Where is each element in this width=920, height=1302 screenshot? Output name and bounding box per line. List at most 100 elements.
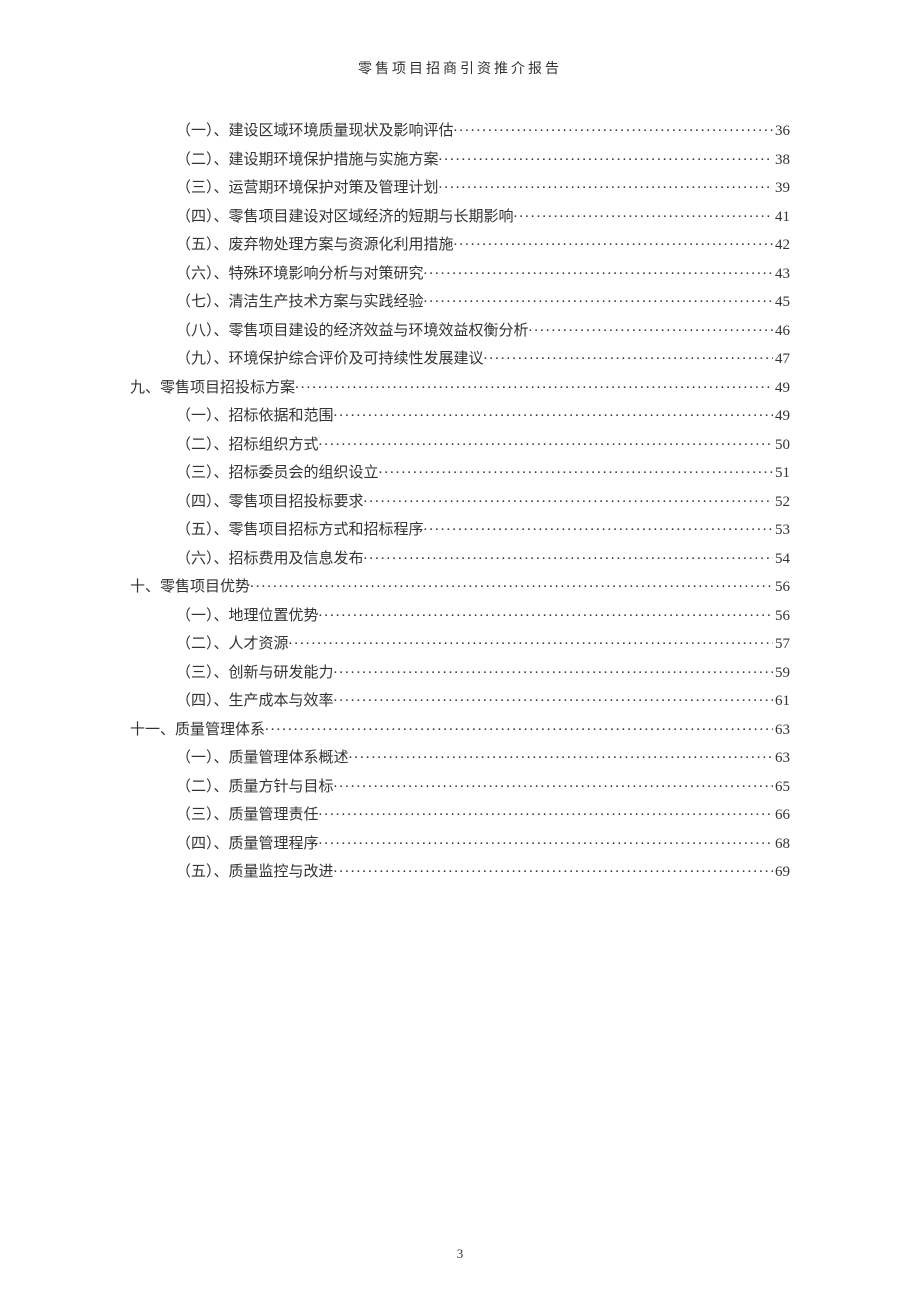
toc-leader-dots <box>364 491 773 506</box>
toc-entry-pagenum: 63 <box>773 723 790 738</box>
toc-entry: （四）、质量管理程序 68 <box>130 833 790 852</box>
toc-leader-dots <box>319 833 773 848</box>
toc-leader-dots <box>424 519 773 534</box>
toc-entry-label: （一）、建设区域环境质量现状及影响评估 <box>176 124 454 139</box>
toc-entry: （三）、创新与研发能力 59 <box>130 662 790 681</box>
toc-entry-label: （一）、招标依据和范围 <box>176 409 334 424</box>
toc-entry: （二）、人才资源 57 <box>130 633 790 652</box>
toc-entry-pagenum: 53 <box>773 523 790 538</box>
toc-entry-label: （三）、运营期环境保护对策及管理计划 <box>176 181 439 196</box>
toc-leader-dots <box>334 662 773 677</box>
toc-leader-dots <box>424 291 773 306</box>
toc-entry: （二）、招标组织方式 50 <box>130 434 790 453</box>
toc-entry-label: 十一、质量管理体系 <box>130 723 265 738</box>
toc-entry-label: （二）、质量方针与目标 <box>176 780 334 795</box>
toc-entry-pagenum: 47 <box>773 352 790 367</box>
toc-entry-pagenum: 51 <box>773 466 790 481</box>
toc-entry: 十、零售项目优势56 <box>130 576 790 595</box>
toc-entry-label: （二）、人才资源 <box>176 637 289 652</box>
toc-entry-label: （八）、零售项目建设的经济效益与环境效益权衡分析 <box>176 324 529 339</box>
toc-entry-pagenum: 46 <box>773 324 790 339</box>
toc-entry-label: （六）、招标费用及信息发布 <box>176 552 364 567</box>
toc-entry-label: 十、零售项目优势 <box>130 580 250 595</box>
page-number: 3 <box>0 1246 920 1262</box>
toc-entry-pagenum: 49 <box>773 409 790 424</box>
toc-entry-label: （七）、清洁生产技术方案与实践经验 <box>176 295 424 310</box>
toc-entry: （三）、质量管理责任 66 <box>130 804 790 823</box>
toc-leader-dots <box>484 348 773 363</box>
toc-leader-dots <box>529 320 773 335</box>
toc-entry-label: （六）、特殊环境影响分析与对策研究 <box>176 267 424 282</box>
toc-entry: （三）、运营期环境保护对策及管理计划39 <box>130 177 790 196</box>
toc-entry-label: （九）、环境保护综合评价及可持续性发展建议 <box>176 352 484 367</box>
toc-leader-dots <box>334 690 773 705</box>
toc-entry-label: （四）、质量管理程序 <box>176 837 319 852</box>
toc-leader-dots <box>514 206 773 221</box>
toc-entry-pagenum: 38 <box>773 153 790 168</box>
toc-entry-label: （二）、招标组织方式 <box>176 438 319 453</box>
toc-entry-label: （三）、招标委员会的组织设立 <box>176 466 379 481</box>
toc-entry-label: 九、零售项目招投标方案 <box>130 381 295 396</box>
document-page: 零售项目招商引资推介报告 （一）、建设区域环境质量现状及影响评估36 （二）、建设… <box>0 0 920 1302</box>
toc-leader-dots <box>319 605 773 620</box>
toc-entry-pagenum: 50 <box>773 438 790 453</box>
toc-entry-label: （四）、零售项目招投标要求 <box>176 495 364 510</box>
toc-entry: （六）、招标费用及信息发布 54 <box>130 548 790 567</box>
toc-entry-pagenum: 68 <box>773 837 790 852</box>
toc-leader-dots <box>334 776 773 791</box>
toc-leader-dots <box>349 747 773 762</box>
toc-leader-dots <box>454 120 773 135</box>
toc-entry: （五）、质量监控与改进 69 <box>130 861 790 880</box>
toc-entry-pagenum: 61 <box>773 694 790 709</box>
toc-entry: 九、零售项目招投标方案49 <box>130 377 790 396</box>
toc-entry-label: （五）、零售项目招标方式和招标程序 <box>176 523 424 538</box>
toc-entry: （二）、质量方针与目标 65 <box>130 776 790 795</box>
toc-entry-pagenum: 43 <box>773 267 790 282</box>
toc-entry: （一）、建设区域环境质量现状及影响评估36 <box>130 120 790 139</box>
toc-entry-pagenum: 42 <box>773 238 790 253</box>
toc-entry-pagenum: 52 <box>773 495 790 510</box>
toc-entry-label: （五）、质量监控与改进 <box>176 865 334 880</box>
toc-entry-label: （三）、创新与研发能力 <box>176 666 334 681</box>
toc-entry-label: （五）、废弃物处理方案与资源化利用措施 <box>176 238 454 253</box>
toc-entry-pagenum: 66 <box>773 808 790 823</box>
toc-entry: （四）、零售项目建设对区域经济的短期与长期影响41 <box>130 206 790 225</box>
toc-leader-dots <box>250 576 773 591</box>
toc-entry-pagenum: 59 <box>773 666 790 681</box>
toc-leader-dots <box>364 548 773 563</box>
toc-leader-dots <box>334 405 773 420</box>
toc-leader-dots <box>265 719 773 734</box>
toc-entry: （一）、质量管理体系概述63 <box>130 747 790 766</box>
toc-entry-pagenum: 57 <box>773 637 790 652</box>
toc-entry-label: （三）、质量管理责任 <box>176 808 319 823</box>
toc-entry: （一）、地理位置优势 56 <box>130 605 790 624</box>
toc-leader-dots <box>295 377 773 392</box>
toc-entry-label: （四）、生产成本与效率 <box>176 694 334 709</box>
toc-entry: （六）、特殊环境影响分析与对策研究 43 <box>130 263 790 282</box>
toc-leader-dots <box>424 263 773 278</box>
toc-entry: 十一、质量管理体系 63 <box>130 719 790 738</box>
page-header-title: 零售项目招商引资推介报告 <box>130 58 790 78</box>
toc-entry-label: （一）、质量管理体系概述 <box>176 751 349 766</box>
toc-entry-label: （一）、地理位置优势 <box>176 609 319 624</box>
toc-leader-dots <box>439 177 773 192</box>
toc-entry: （五）、零售项目招标方式和招标程序 53 <box>130 519 790 538</box>
toc-entry-label: （二）、建设期环境保护措施与实施方案 <box>176 153 439 168</box>
toc-entry: （九）、环境保护综合评价及可持续性发展建议 47 <box>130 348 790 367</box>
toc-entry-pagenum: 45 <box>773 295 790 310</box>
toc-leader-dots <box>379 462 773 477</box>
toc-leader-dots <box>439 149 773 164</box>
toc-leader-dots <box>454 234 773 249</box>
toc-entry-pagenum: 56 <box>773 609 790 624</box>
toc-entry: （四）、零售项目招投标要求 52 <box>130 491 790 510</box>
toc-entry: （五）、废弃物处理方案与资源化利用措施 42 <box>130 234 790 253</box>
toc-entry-pagenum: 69 <box>773 865 790 880</box>
toc-entry-pagenum: 54 <box>773 552 790 567</box>
toc-entry: （三）、招标委员会的组织设立 51 <box>130 462 790 481</box>
toc-entry: （一）、招标依据和范围 49 <box>130 405 790 424</box>
toc-entry: （七）、清洁生产技术方案与实践经验 45 <box>130 291 790 310</box>
table-of-contents: （一）、建设区域环境质量现状及影响评估36 （二）、建设期环境保护措施与实施方案 3… <box>130 120 790 880</box>
toc-entry-pagenum: 65 <box>773 780 790 795</box>
toc-entry: （八）、零售项目建设的经济效益与环境效益权衡分析 46 <box>130 320 790 339</box>
toc-leader-dots <box>319 434 773 449</box>
